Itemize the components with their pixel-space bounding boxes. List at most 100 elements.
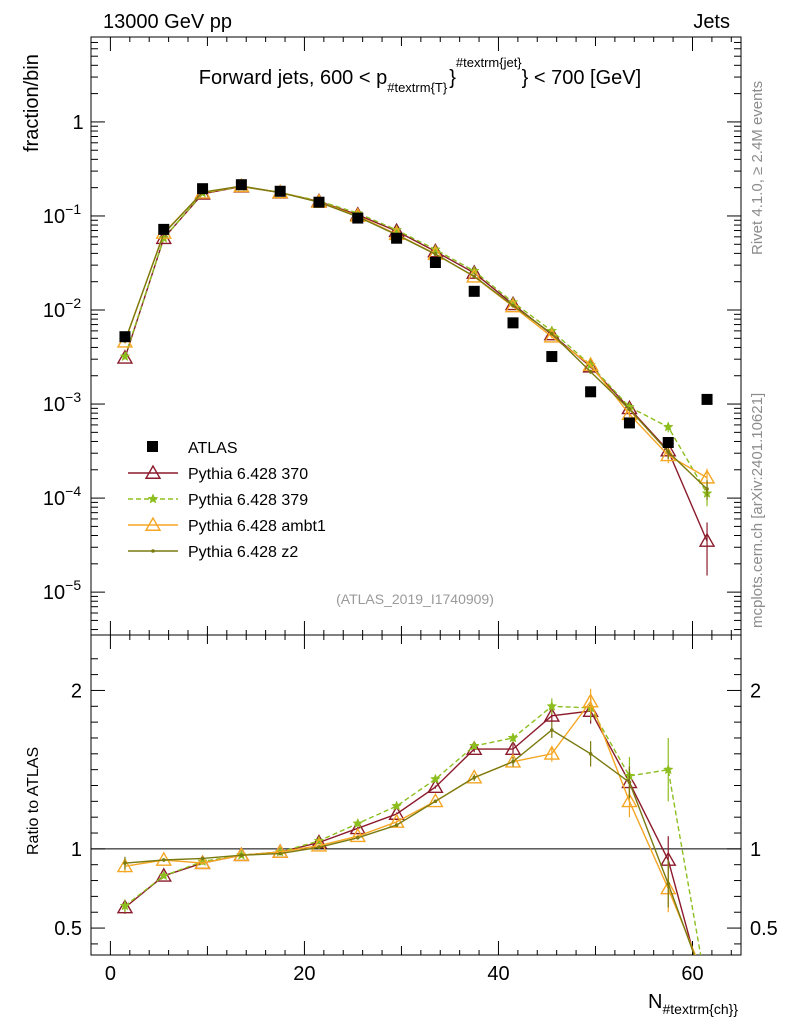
ratio-point — [310, 837, 328, 852]
mc-point — [466, 264, 483, 279]
x-tick-label: 40 — [487, 963, 509, 985]
ratio-point — [349, 827, 366, 843]
atlas-data-series — [119, 179, 713, 449]
ratio-point — [468, 740, 480, 751]
rivet-label: Rivet 4.1.0, ≥ 2.4M events — [749, 81, 766, 255]
atlas-data-point — [546, 351, 558, 363]
atlas-data-point — [391, 232, 403, 244]
ratio-series-line — [124, 705, 702, 955]
mc-point — [511, 303, 515, 308]
mc-point — [391, 224, 403, 235]
x-tick-label: 20 — [293, 963, 315, 985]
y-tick-label-top: 10−1 — [43, 201, 81, 228]
ratio-point — [472, 775, 477, 780]
y-axis-label-top: fraction/bin — [21, 54, 43, 152]
mc-point — [588, 370, 593, 374]
mc-point — [429, 243, 441, 255]
atlas-data-point — [197, 183, 209, 195]
ratio-point — [155, 851, 172, 866]
mc-point — [427, 242, 444, 258]
atlas-data-point — [274, 185, 286, 197]
ratio-point — [507, 732, 519, 743]
mc-point — [543, 328, 561, 343]
x-tick-label: 0 — [105, 963, 116, 985]
y-tick-label-top: 10−2 — [43, 295, 81, 322]
legend-marker — [151, 549, 155, 553]
ratio-series-1 — [119, 695, 702, 955]
ratio-point — [394, 823, 399, 827]
ratio-point — [233, 846, 250, 862]
ratio-series-line — [124, 729, 695, 955]
legend-label-atlas: ATLAS — [188, 440, 238, 457]
atlas-data-point — [429, 257, 441, 269]
ratio-point — [349, 819, 366, 835]
ratio-point — [433, 799, 438, 804]
x-tick-label: 60 — [681, 963, 703, 985]
atlas-data-point — [623, 417, 635, 429]
atlas-data-point — [313, 196, 325, 208]
mc-point — [662, 421, 674, 432]
ratio-point — [271, 843, 289, 858]
ratio-point — [116, 857, 134, 873]
ratio-series-2 — [116, 688, 697, 955]
ratio-series-0 — [116, 698, 695, 955]
atlas-data-point — [235, 179, 247, 191]
ratio-point — [278, 851, 282, 856]
ratio-y-tick-label: 2 — [71, 680, 82, 702]
ratio-y-tick-label: 1 — [71, 839, 82, 861]
ratio-point — [429, 773, 441, 784]
ratio-point — [705, 988, 709, 992]
ratio-series-line — [124, 700, 697, 955]
mc-series-1 — [119, 180, 713, 507]
atlas-data-point — [468, 285, 480, 297]
ratio-point — [388, 813, 405, 828]
ratio-point — [161, 858, 166, 862]
top-series-group — [116, 177, 716, 576]
mc-point — [433, 252, 438, 257]
ratio-point — [391, 800, 403, 811]
legend-marker — [147, 493, 159, 504]
ratio-point — [662, 764, 674, 775]
mc-point — [119, 350, 131, 362]
atlas-data-point — [352, 212, 364, 224]
mc-point — [550, 331, 554, 336]
ratio-y-tick-label-right: 1 — [750, 839, 761, 861]
mc-point — [504, 298, 522, 313]
legend: ATLAS Pythia 6.428 370 Pythia 6.428 379 Pyt… — [128, 440, 326, 561]
mc-series-line — [124, 185, 708, 490]
mc-series-line — [124, 185, 708, 542]
ratio-point — [504, 753, 522, 768]
ratio-point — [355, 835, 360, 840]
atlas-data-point — [662, 437, 674, 449]
y-tick-label-top: 10−5 — [43, 577, 81, 604]
mc-point — [698, 532, 716, 547]
atlas-data-point — [119, 331, 131, 343]
mc-series-0 — [116, 178, 716, 576]
legend-marker — [144, 464, 162, 479]
legend-marker-atlas — [147, 441, 158, 452]
legend-label: Pythia 6.428 370 — [188, 466, 308, 483]
ratio-point — [550, 728, 554, 732]
ratio-series-3 — [123, 722, 709, 992]
y-tick-label-top: 10−3 — [43, 389, 81, 416]
analysis-id: (ATLAS_2019_I1740909) — [336, 591, 494, 607]
y-tick-label-top: 1 — [72, 112, 83, 134]
ratio-point — [317, 845, 321, 850]
ratio-point — [427, 792, 444, 808]
atlas-data-point — [507, 317, 519, 329]
y-axis-label-bottom: Ratio to ATLAS — [25, 747, 42, 855]
atlas-data-point — [585, 386, 597, 398]
ratio-panel-frame — [90, 634, 742, 956]
mcplots-label: mcplots.cern.ch [arXiv:2401.10621] — [749, 393, 766, 628]
ratio-point — [543, 745, 561, 760]
plot-title: Forward jets, 600 < p#textrm{T}}#textrm{… — [199, 55, 641, 95]
mc-point — [627, 407, 632, 412]
ratio-y-tick-label: 0.5 — [54, 918, 82, 940]
energy-label: 13000 GeV pp — [103, 11, 232, 33]
ratio-point — [352, 817, 364, 829]
legend-marker — [144, 516, 162, 531]
legend-label: Pythia 6.428 z2 — [188, 544, 298, 561]
ratio-y-tick-label-right: 2 — [750, 680, 761, 702]
ratio-point — [158, 870, 170, 881]
mc-point — [705, 487, 709, 491]
